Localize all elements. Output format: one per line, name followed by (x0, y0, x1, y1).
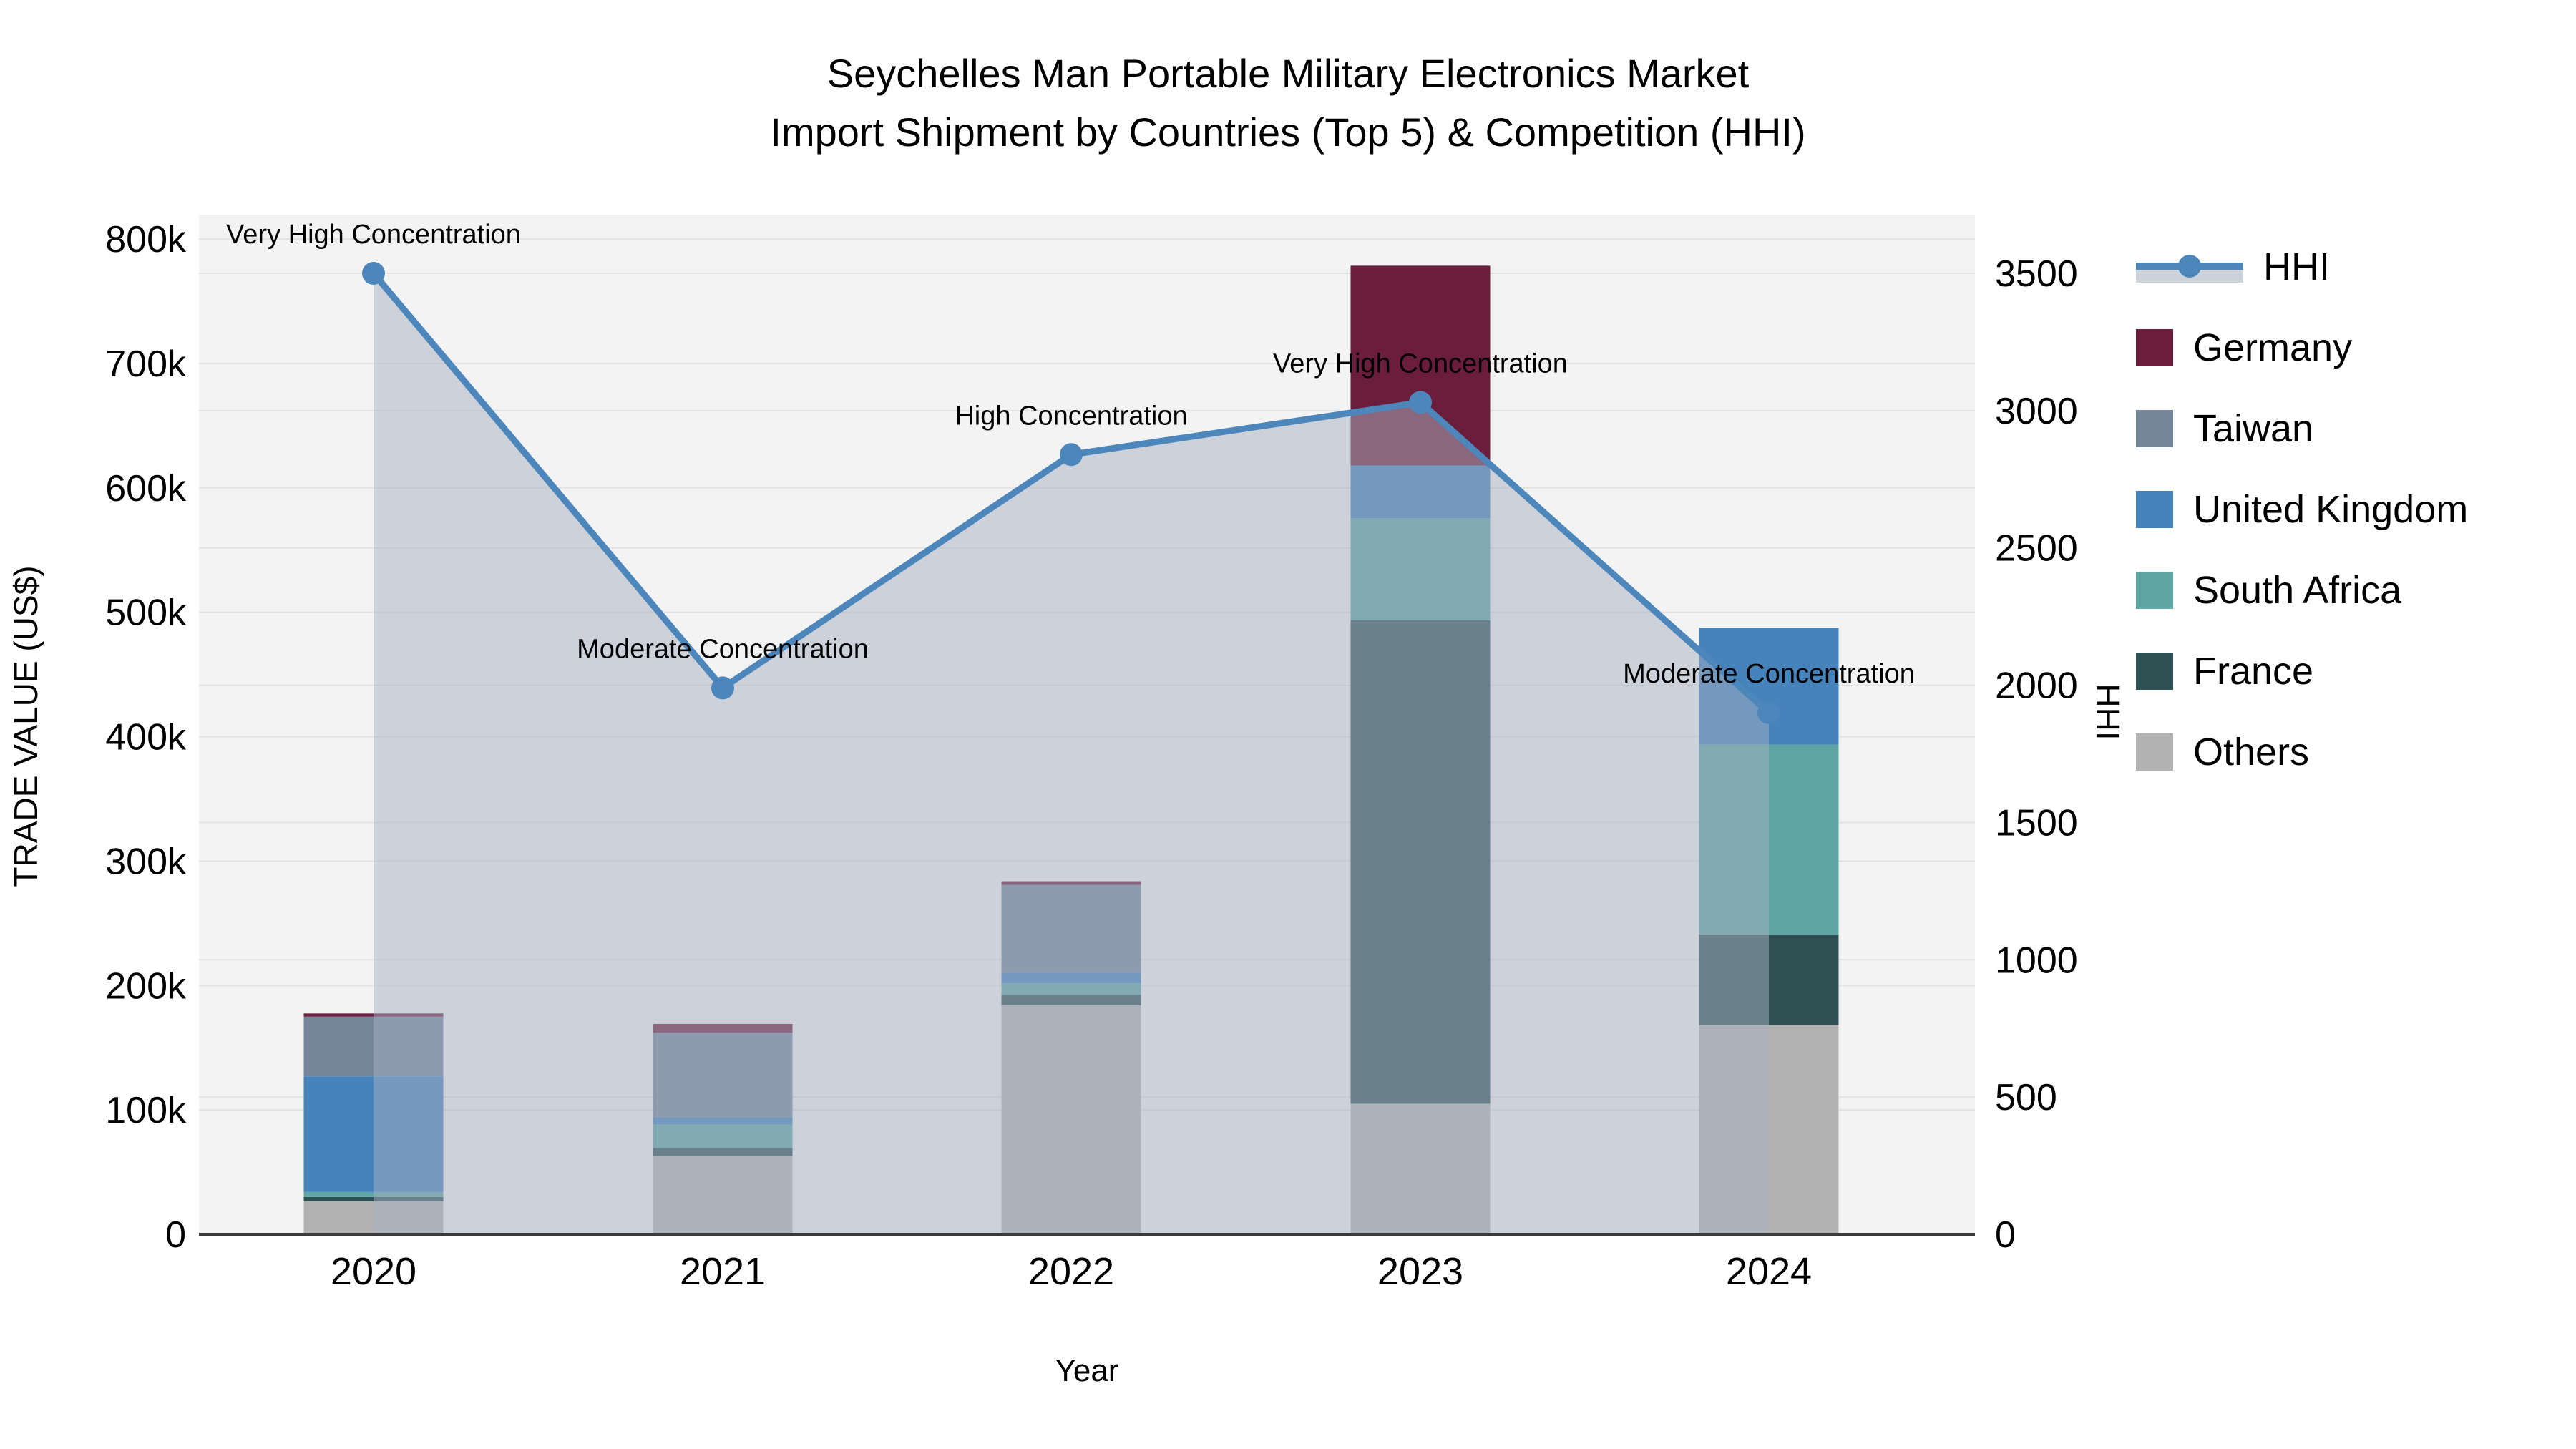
x-axis-tick-2020: 2020 (331, 1250, 416, 1293)
legend-label: South Africa (2193, 569, 2402, 612)
left-axis-tick: 300k (105, 841, 187, 882)
x-axis-tick-2023: 2023 (1377, 1250, 1463, 1293)
right-axis-tick: 2000 (1995, 665, 2078, 707)
chart-title-line2: Import Shipment by Countries (Top 5) & C… (770, 109, 1806, 155)
right-axis-tick: 2500 (1995, 528, 2078, 570)
legend-swatch-icon (2136, 572, 2173, 609)
annotation-2021: Moderate Concentration (577, 634, 869, 664)
legend-label: HHI (2263, 245, 2330, 288)
right-axis-tick: 1500 (1995, 802, 2078, 844)
left-axis-tick: 200k (105, 965, 187, 1007)
hhi-marker-2020[interactable] (362, 262, 385, 285)
annotation-2023: Very High Concentration (1273, 348, 1568, 379)
left-axis-tick: 800k (105, 219, 187, 260)
left-axis-tick: 600k (105, 468, 187, 509)
legend-swatch-icon (2136, 410, 2173, 447)
right-axis-tick: 3500 (1995, 253, 2078, 295)
left-axis-tick: 0 (165, 1214, 186, 1256)
hhi-area (374, 273, 1769, 1234)
chart-legend: HHI Germany Taiwan United Kingdom South Afri… (2136, 240, 2468, 779)
hhi-marker-2022[interactable] (1060, 443, 1083, 467)
annotation-2022: High Concentration (955, 401, 1187, 431)
legend-item-taiwan[interactable]: Taiwan (2136, 402, 2468, 455)
legend-item-others[interactable]: Others (2136, 726, 2468, 779)
x-axis-title: Year (1055, 1353, 1119, 1388)
hhi-marker-2023[interactable] (1409, 391, 1432, 414)
legend-swatch-icon (2136, 733, 2173, 771)
legend-label: Others (2193, 731, 2310, 774)
x-axis-tick-2024: 2024 (1726, 1250, 1812, 1293)
hhi-marker-2021[interactable] (711, 676, 734, 700)
hhi-line-swatch-icon (2136, 248, 2243, 286)
legend-swatch-icon (2136, 491, 2173, 528)
legend-item-united-kingdom[interactable]: United Kingdom (2136, 483, 2468, 536)
chart-title: Seychelles Man Portable Military Electro… (0, 44, 2576, 162)
hhi-swatch-part (2178, 255, 2201, 278)
left-axis-tick: 500k (105, 592, 187, 634)
legend-swatch-icon (2136, 653, 2173, 690)
legend-item-germany[interactable]: Germany (2136, 321, 2468, 374)
right-axis-tick: 0 (1995, 1214, 2016, 1256)
right-axis-tick: 1000 (1995, 940, 2078, 981)
x-axis-tick-2022: 2022 (1028, 1250, 1114, 1293)
legend-label: Germany (2193, 326, 2353, 369)
legend-swatch-icon (2136, 329, 2173, 366)
right-axis-tick: 500 (1995, 1077, 2057, 1118)
chart-title-line1: Seychelles Man Portable Military Electro… (826, 51, 1750, 96)
legend-label: United Kingdom (2193, 488, 2469, 531)
legend-item-hhi[interactable]: HHI (2136, 240, 2468, 293)
legend-label: France (2193, 650, 2314, 693)
right-axis-title: HHI (2089, 683, 2127, 740)
right-axis-tick: 3000 (1995, 391, 2078, 432)
annotation-2024: Moderate Concentration (1623, 659, 1915, 689)
left-axis-tick: 400k (105, 717, 187, 758)
left-axis-title: TRADE VALUE (US$) (7, 565, 44, 887)
legend-item-france[interactable]: France (2136, 645, 2468, 698)
left-axis-tick: 100k (105, 1090, 187, 1131)
annotation-2020: Very High Concentration (226, 220, 521, 250)
left-axis-tick: 700k (105, 343, 187, 385)
x-axis-tick-2021: 2021 (680, 1250, 766, 1293)
legend-item-south-africa[interactable]: South Africa (2136, 564, 2468, 617)
legend-label: Taiwan (2193, 407, 2314, 450)
hhi-marker-2024[interactable] (1757, 701, 1780, 724)
